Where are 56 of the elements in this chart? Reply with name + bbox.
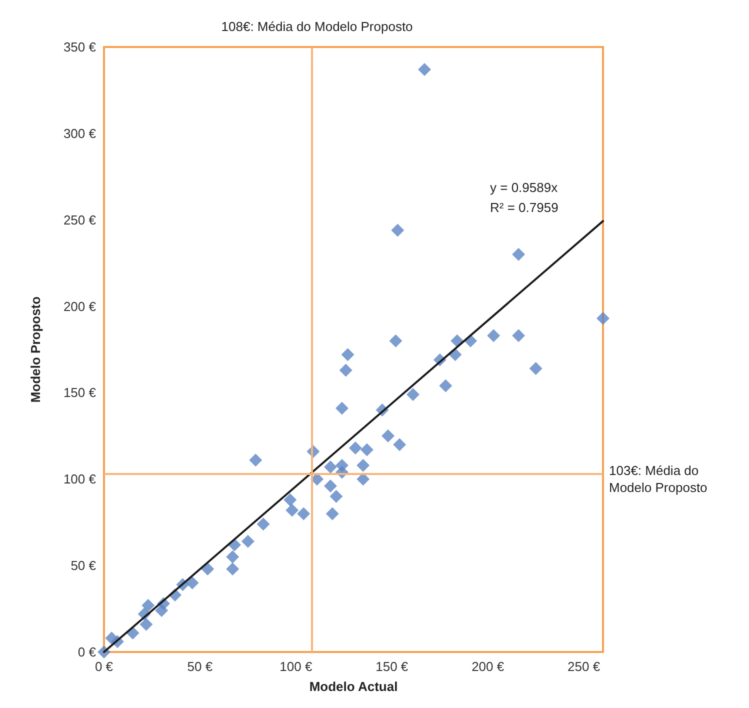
point [339, 364, 352, 377]
point [512, 329, 526, 342]
point [142, 598, 155, 612]
point [330, 490, 343, 503]
point [487, 329, 500, 342]
point [450, 334, 464, 348]
annotation: y = 0.9589x [490, 180, 558, 195]
point [324, 480, 337, 493]
y-tick-label: 0 € [78, 644, 97, 660]
point [360, 443, 374, 456]
ref-line-label: 103€: Média do Modelo Proposto [609, 462, 708, 495]
point [391, 224, 404, 237]
ref-line-label: 108€: Média do Modelo Proposto [221, 19, 413, 34]
point [335, 402, 348, 415]
y-tick-label: 300 € [63, 126, 97, 141]
point [226, 550, 240, 564]
y-tick-label: 250 € [63, 212, 97, 228]
point [439, 379, 452, 392]
point [512, 248, 526, 261]
x-tick-label: 100 € [280, 659, 313, 674]
x-tick-label: 250 € [568, 659, 601, 674]
x-axis-title: Modelo Actual [309, 679, 398, 694]
point [140, 618, 153, 631]
point [393, 438, 406, 452]
x-tick-label: 0 € [94, 659, 114, 674]
annotation: R² = 0.7959 [490, 200, 558, 215]
point [356, 458, 370, 472]
point [284, 493, 297, 506]
y-tick-label: 200 € [63, 298, 97, 314]
point [226, 562, 240, 576]
x-tick-label: 200 € [472, 659, 505, 674]
point [406, 388, 420, 401]
point [326, 507, 339, 520]
y-tick-label: 100 € [63, 472, 97, 487]
point [382, 429, 395, 442]
point [297, 507, 310, 520]
point [356, 472, 370, 486]
point [256, 518, 270, 531]
point [201, 562, 214, 576]
point [418, 62, 432, 76]
point [341, 348, 354, 362]
point [249, 454, 262, 467]
x-tick-label: 150 € [376, 659, 409, 674]
y-tick-label: 150 € [63, 385, 97, 400]
point [596, 312, 610, 325]
y-tick-label: 50 € [70, 558, 97, 574]
point [529, 362, 542, 376]
point [186, 576, 199, 590]
y-tick-label: 350 € [63, 40, 97, 54]
y-axis-title: Modelo Proposto [28, 296, 43, 403]
point [389, 334, 402, 348]
point [324, 460, 337, 474]
point [241, 534, 254, 548]
point [348, 442, 362, 455]
point [286, 504, 299, 517]
x-tick-label: 50 € [187, 659, 214, 674]
